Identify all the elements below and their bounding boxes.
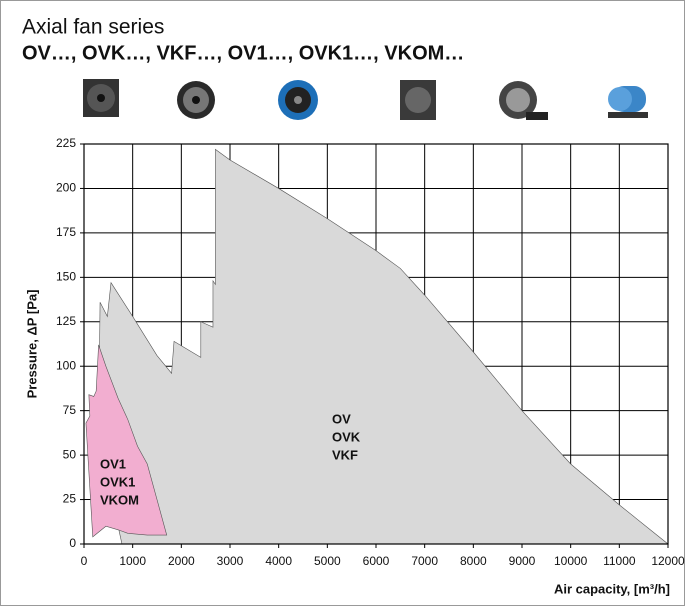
area-label: VKF [332, 447, 358, 462]
y-tick-label: 200 [56, 181, 76, 195]
area [98, 148, 669, 545]
x-tick-label: 6000 [363, 554, 390, 568]
area-label: OVK [332, 429, 361, 444]
y-tick-label: 100 [56, 358, 76, 372]
fan-icons [83, 79, 648, 120]
area-label: OV1 [100, 456, 126, 471]
y-tick-label: 150 [56, 270, 76, 284]
x-tick-label: 8000 [460, 554, 487, 568]
x-tick-label: 1000 [119, 554, 146, 568]
x-tick-label: 11000 [603, 554, 636, 568]
area-label: OV [332, 411, 351, 426]
area-label: VKOM [100, 492, 139, 507]
chart-title: Axial fan series [22, 16, 164, 39]
area-label: OVK1 [100, 474, 135, 489]
x-tick-label: 12000 [651, 554, 685, 568]
y-tick-label: 50 [63, 447, 77, 461]
x-axis-label: Air capacity, [m³/h] [554, 581, 670, 596]
y-tick-label: 75 [63, 403, 77, 417]
x-tick-label: 4000 [265, 554, 292, 568]
x-tick-label: 10000 [554, 554, 588, 568]
x-tick-label: 0 [81, 554, 88, 568]
x-tick-label: 2000 [168, 554, 195, 568]
y-tick-label: 125 [56, 314, 76, 328]
x-tick-label: 7000 [411, 554, 438, 568]
y-tick-label: 225 [56, 136, 76, 150]
y-tick-label: 25 [63, 492, 77, 506]
chart-subtitle: OV…, OVK…, VKF…, OV1…, OVK1…, VKOM… [22, 42, 464, 64]
y-tick-label: 175 [56, 225, 76, 239]
x-tick-label: 3000 [217, 554, 244, 568]
area [85, 344, 168, 538]
x-tick-label: 9000 [509, 554, 536, 568]
x-tick-label: 5000 [314, 554, 341, 568]
y-axis-label: Pressure, ΔP [Pa] [24, 290, 39, 399]
plot-border [83, 143, 669, 545]
y-tick-label: 0 [69, 536, 76, 550]
